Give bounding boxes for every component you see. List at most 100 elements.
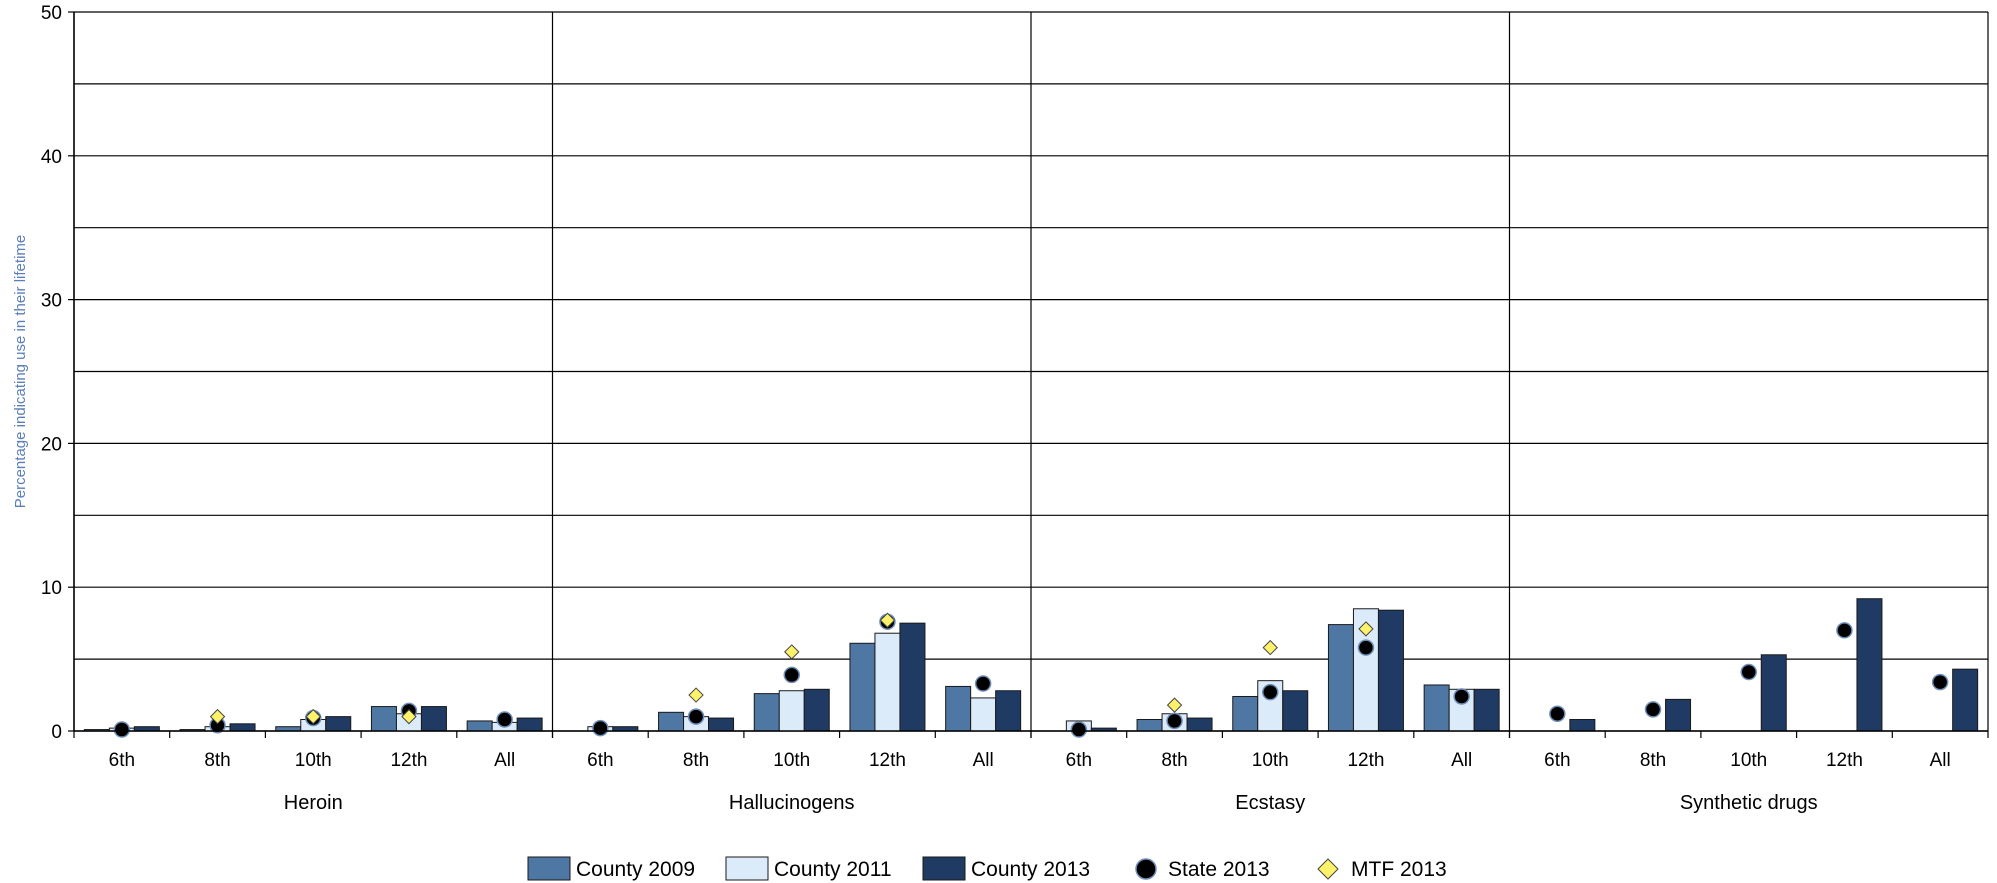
group-label: Heroin	[284, 792, 343, 814]
grade-label: 8th	[683, 750, 709, 771]
marker-mtf-2013	[688, 687, 704, 703]
marker-state-2013	[496, 711, 513, 728]
grade-label: 12th	[1347, 750, 1384, 771]
bar-county-2009	[753, 693, 780, 732]
bar-county-2011	[778, 690, 805, 732]
marker-state-2013	[1836, 622, 1853, 639]
grade-label: All	[494, 750, 515, 771]
marker-state-2013	[1166, 712, 1183, 730]
legend-label: County 2011	[774, 858, 892, 881]
grade-label: 10th	[773, 750, 810, 771]
grid-layer	[73, 11, 1989, 732]
legend-item: MTF 2013	[1317, 858, 1447, 881]
marker-mtf-2013	[1262, 639, 1278, 656]
marker-layer	[113, 612, 1949, 738]
legend-label: County 2013	[971, 858, 1090, 881]
bar-county-2013	[325, 716, 352, 732]
legend-item: County 2013	[922, 856, 1090, 881]
legend-swatch	[725, 856, 769, 881]
bar-county-2011	[970, 697, 997, 732]
legend-layer: County 2009 County 2011 County 2013 State 2…	[527, 856, 1447, 881]
y-tick-label: 30	[41, 291, 62, 312]
grade-label: 12th	[869, 750, 906, 771]
legend-label: County 2009	[576, 858, 695, 881]
bar-county-2013	[1760, 654, 1787, 732]
y-axis-title: Percentage indicating use in their lifet…	[12, 235, 29, 509]
marker-mtf-2013	[209, 708, 226, 725]
bar-county-2009	[658, 711, 685, 732]
marker-state-2013	[1357, 639, 1375, 656]
marker-mtf-2013	[879, 612, 896, 628]
bar-county-2013	[1952, 668, 1979, 732]
marker-state-2013	[1549, 705, 1566, 722]
bar-county-2009	[849, 642, 876, 732]
marker-state-2013	[113, 721, 131, 738]
legend-swatch	[1135, 858, 1157, 880]
marker-mtf-2013	[784, 644, 800, 660]
marker-state-2013	[783, 666, 800, 684]
grade-label: 10th	[1730, 750, 1767, 771]
bar-county-2009	[1327, 624, 1354, 732]
bar-county-2013	[420, 706, 447, 732]
bar-county-2011	[1352, 608, 1379, 732]
grade-label: 8th	[204, 750, 230, 771]
marker-state-2013	[1262, 683, 1279, 701]
marker-state-2013	[1931, 673, 1949, 691]
group-label: Hallucinogens	[729, 792, 855, 814]
marker-state-2013	[1740, 663, 1757, 681]
grade-label: 10th	[295, 750, 332, 771]
y-tick-label: 0	[51, 722, 62, 743]
grade-label: All	[1930, 750, 1951, 771]
bar-county-2013	[1856, 598, 1883, 732]
marker-state-2013	[974, 675, 992, 692]
bar-county-2013	[995, 690, 1022, 732]
bar-county-2013	[1569, 718, 1596, 732]
grade-label: 6th	[109, 750, 135, 771]
bar-county-2013	[708, 717, 735, 732]
legend-swatch	[922, 856, 966, 881]
bar-county-2013	[1377, 609, 1404, 732]
marker-mtf-2013	[1166, 697, 1183, 713]
grade-label: 10th	[1252, 750, 1289, 771]
bar-county-2013	[229, 723, 256, 732]
legend-label: State 2013	[1168, 858, 1270, 881]
marker-mtf-2013	[1358, 621, 1374, 637]
marker-mtf-2013	[305, 708, 321, 725]
legend-item: State 2013	[1135, 858, 1270, 881]
bar-county-2009	[466, 720, 493, 732]
bar-county-2013	[1665, 698, 1692, 732]
grade-label: 6th	[1544, 750, 1570, 771]
bar-county-2009	[370, 706, 397, 732]
bar-county-2009	[945, 685, 972, 732]
bar-county-2013	[1473, 688, 1500, 732]
grade-label: 12th	[390, 750, 427, 771]
grade-label: 6th	[1066, 750, 1092, 771]
bar-county-2013	[516, 717, 543, 732]
group-label: Synthetic drugs	[1680, 792, 1818, 814]
legend-label: MTF 2013	[1351, 858, 1447, 881]
bar-county-2013	[803, 688, 830, 732]
grade-label: All	[973, 750, 994, 771]
bar-county-2009	[1232, 695, 1259, 732]
legend-item: County 2011	[725, 856, 892, 881]
bar-county-2009	[1136, 718, 1163, 732]
grade-label: All	[1451, 750, 1472, 771]
y-tick-label: 20	[41, 434, 62, 455]
y-tick-label: 50	[41, 3, 62, 24]
marker-mtf-2013	[401, 708, 417, 725]
legend-item: County 2009	[527, 856, 695, 881]
y-tick-label: 40	[41, 147, 62, 168]
marker-state-2013	[1644, 701, 1662, 718]
marker-state-2013	[1453, 688, 1470, 705]
legend-swatch	[1317, 858, 1339, 880]
bar-county-2013	[899, 622, 926, 732]
bar-county-2011	[874, 632, 901, 732]
grade-label: 6th	[587, 750, 613, 771]
axis-layer	[68, 11, 1989, 738]
marker-state-2013	[1070, 721, 1088, 738]
bar-county-2013	[1282, 690, 1309, 732]
y-tick-label: 10	[41, 578, 62, 599]
bar-county-2013	[1186, 717, 1213, 732]
legend-swatch	[527, 856, 571, 881]
